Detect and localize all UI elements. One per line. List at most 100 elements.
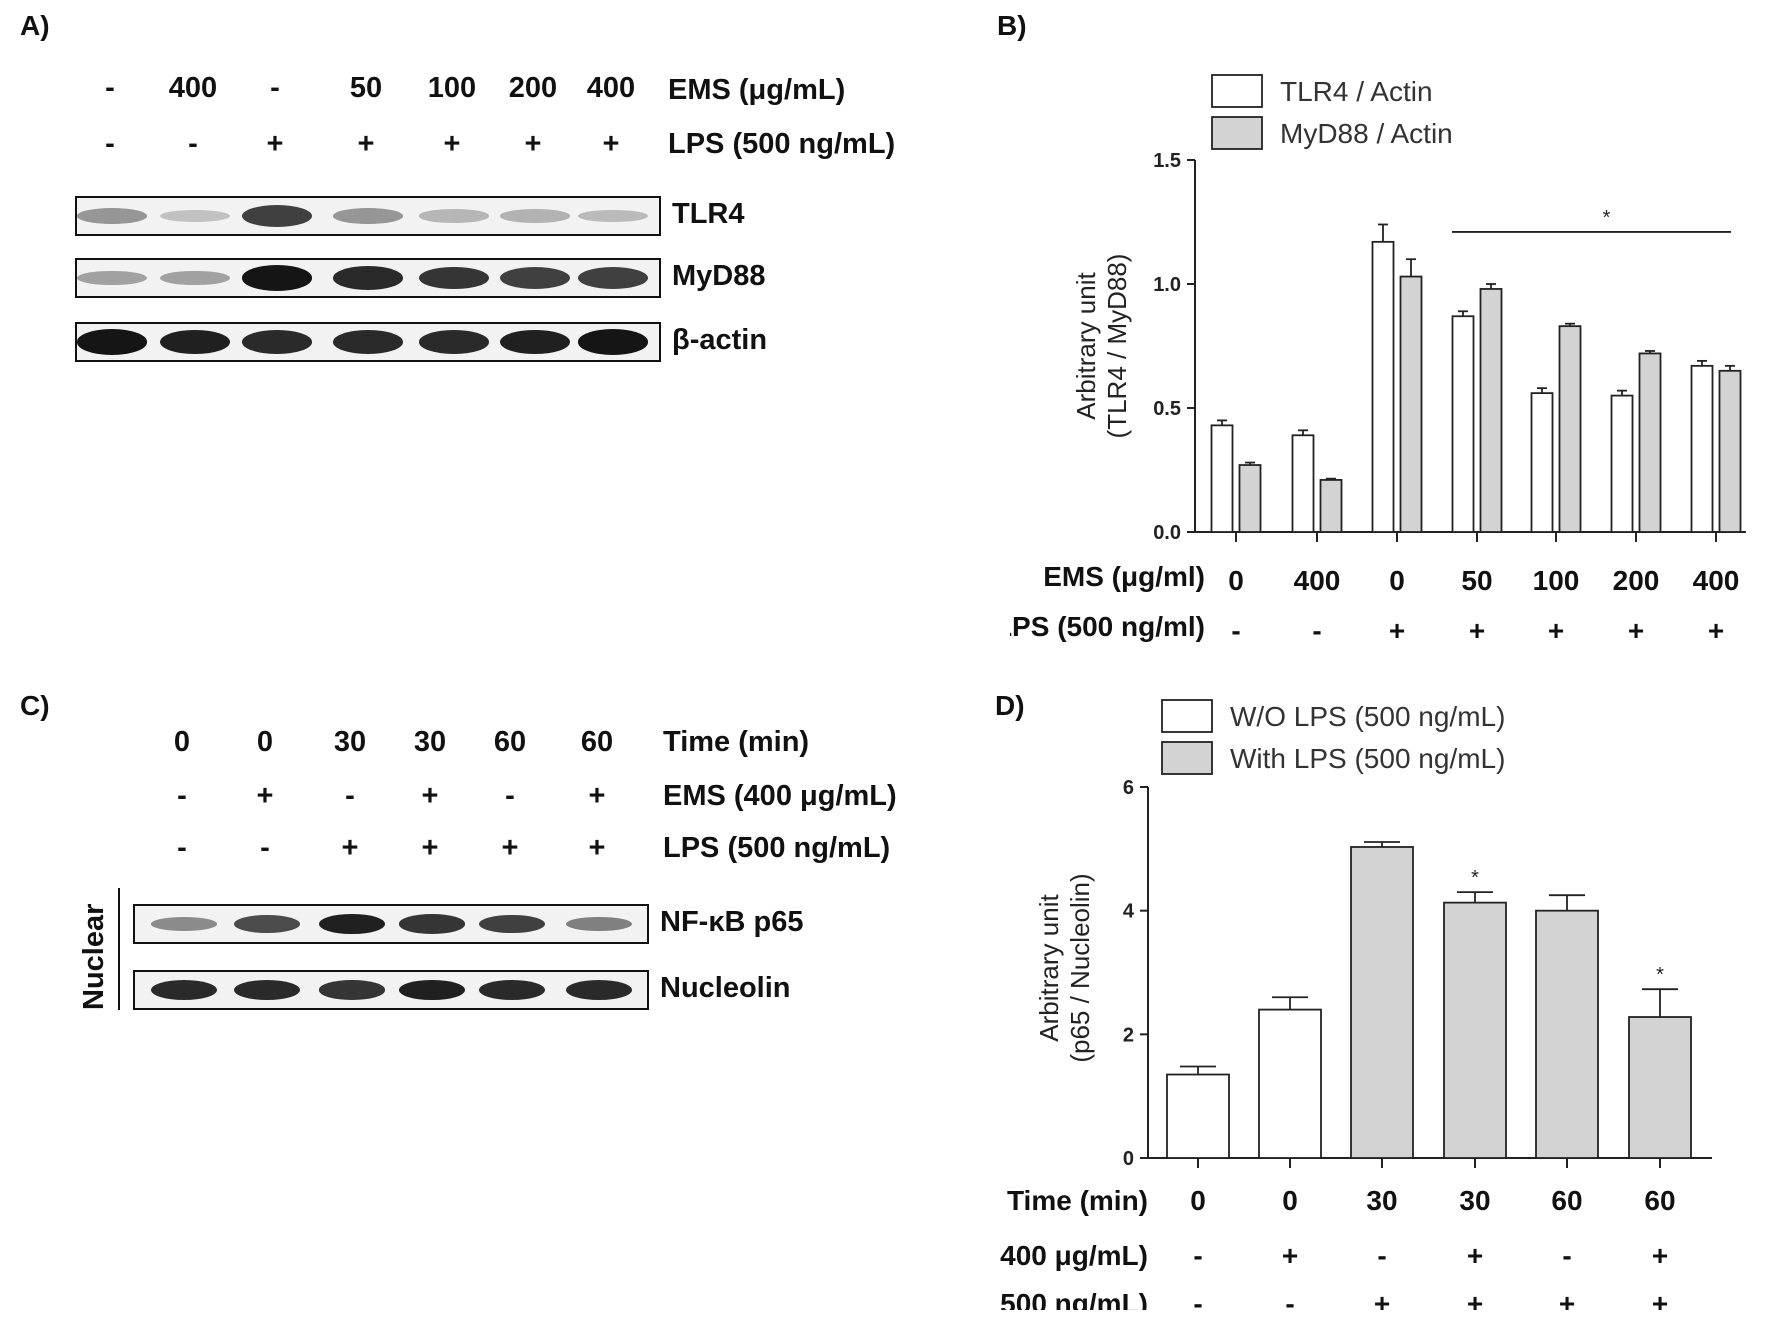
category-label: -: [1285, 1288, 1294, 1310]
blot-band: [319, 980, 385, 1000]
blot-band: [578, 209, 648, 223]
y-axis-label-line1: Arbitrary unit: [1071, 272, 1101, 420]
blot-name-label: NF-κB p65: [660, 906, 804, 938]
ems-value: -: [105, 72, 115, 104]
category-label: 0: [1190, 1185, 1206, 1216]
nuclear-label: Nuclear: [78, 903, 110, 1010]
blot-band: [566, 980, 632, 1000]
ems-row-label: EMS (μg/ml): [1043, 561, 1205, 592]
bar: [1558, 325, 1582, 533]
blot-name-label: Nucleolin: [660, 972, 791, 1004]
category-label: -: [1377, 1240, 1386, 1271]
ems-value: -: [505, 780, 515, 812]
category-label: +: [1374, 1288, 1390, 1310]
ems-value: +: [256, 780, 274, 812]
bar: [1258, 1008, 1322, 1159]
category-label: 0: [1228, 565, 1244, 596]
lps-value: +: [421, 832, 439, 864]
category-label: +: [1628, 615, 1644, 646]
blot-band: [500, 329, 570, 355]
panel-a-label: A): [20, 10, 50, 41]
bar: [1610, 394, 1634, 533]
lps-value: +: [443, 128, 461, 160]
ems-value: 50: [349, 72, 383, 104]
legend-label: W/O LPS (500 ng/mL): [1230, 701, 1505, 732]
legend-swatch: [1161, 741, 1213, 775]
panel-d-label: D): [995, 690, 1025, 721]
blot-band: [566, 916, 632, 932]
lps-value: +: [588, 832, 606, 864]
panel-b-label: B): [997, 10, 1027, 41]
legend-label: With LPS (500 ng/mL): [1230, 743, 1505, 774]
bar-chart-b: 0.0 0.5 1.0 1.5 Arbitrary unit(TLR4 / MyD88)…: [1010, 74, 1746, 646]
lps-value: +: [602, 128, 620, 160]
bar: [1399, 275, 1423, 533]
legend-label: TLR4 / Actin: [1280, 76, 1433, 107]
y-axis-label: Arbitrary unit(TLR4 / MyD88): [1071, 254, 1132, 439]
bar: [1443, 901, 1507, 1159]
blot-band: [77, 270, 147, 286]
blot-band: [500, 209, 570, 223]
category-label: 400: [1294, 565, 1341, 596]
y-axis-label: Arbitrary unit(p65 / Nucleolin): [1034, 873, 1095, 1062]
lps-value: -: [105, 128, 115, 160]
blot-band: [399, 914, 465, 934]
category-label: +: [1708, 615, 1724, 646]
category-label: -: [1231, 615, 1240, 646]
blot-strip: [133, 904, 649, 944]
category-label: -: [1562, 1240, 1571, 1271]
blot-band: [77, 208, 147, 224]
blot-band: [333, 208, 403, 224]
blot-band: [160, 270, 230, 286]
blot-band: [234, 915, 300, 933]
blot-band: [479, 914, 545, 934]
time-value: 30: [333, 726, 367, 758]
bar: [1690, 364, 1714, 533]
category-label: 0: [1282, 1185, 1298, 1216]
bar: [1718, 369, 1742, 533]
blot-band: [242, 205, 312, 227]
blot-strip: [75, 258, 661, 298]
time-value: 0: [256, 726, 274, 758]
category-label: +: [1559, 1288, 1575, 1310]
ems-row-label: EMS (μg/mL): [668, 74, 846, 106]
blot-band: [578, 267, 648, 289]
ems-value: -: [177, 780, 187, 812]
blot-band: [77, 329, 147, 355]
time-value: 60: [493, 726, 527, 758]
lps-row-label: LPS (500 ng/mL): [663, 832, 891, 864]
lps-value: -: [188, 128, 198, 160]
blot-strip: [75, 322, 661, 362]
blot-strip: [133, 970, 649, 1010]
category-label: +: [1652, 1288, 1668, 1310]
category-label: +: [1467, 1288, 1483, 1310]
y-tick-label: 0.5: [1153, 398, 1181, 420]
ems-row-label: EMS (400 μg/mL): [663, 780, 897, 812]
lps-value: +: [501, 832, 519, 864]
category-label: +: [1652, 1240, 1668, 1271]
lps-row-label: LPS (500 ng/mL): [668, 128, 896, 160]
y-tick-label: 2: [1123, 1024, 1134, 1046]
bar-chart-d: 0 2 4 6 Arbitrary unit(p65 / Nucleolin) * * W/O…: [1000, 699, 1712, 1310]
legend-swatch: [1161, 699, 1213, 733]
category-label: 200: [1613, 565, 1660, 596]
blot-band: [419, 330, 489, 354]
y-tick-label: 1.0: [1153, 274, 1181, 296]
blot-name-label: TLR4: [672, 198, 745, 230]
blot-band: [333, 266, 403, 290]
blot-band: [578, 329, 648, 355]
bar: [1451, 315, 1475, 533]
lps-value: -: [260, 832, 270, 864]
significance-mark: *: [1471, 867, 1479, 889]
lps-value: +: [524, 128, 542, 160]
legend-label: MyD88 / Actin: [1280, 118, 1453, 149]
nuclear-bracket: [118, 888, 120, 1010]
bar: [1350, 846, 1414, 1159]
blot-band: [333, 330, 403, 354]
lps-row-label: LPS (500 ng/ml): [1010, 611, 1205, 642]
bar: [1535, 909, 1599, 1159]
category-label: 60: [1551, 1185, 1582, 1216]
lps-value: +: [266, 128, 284, 160]
blot-band: [399, 979, 465, 1001]
row-label: Time (min): [1007, 1185, 1148, 1216]
